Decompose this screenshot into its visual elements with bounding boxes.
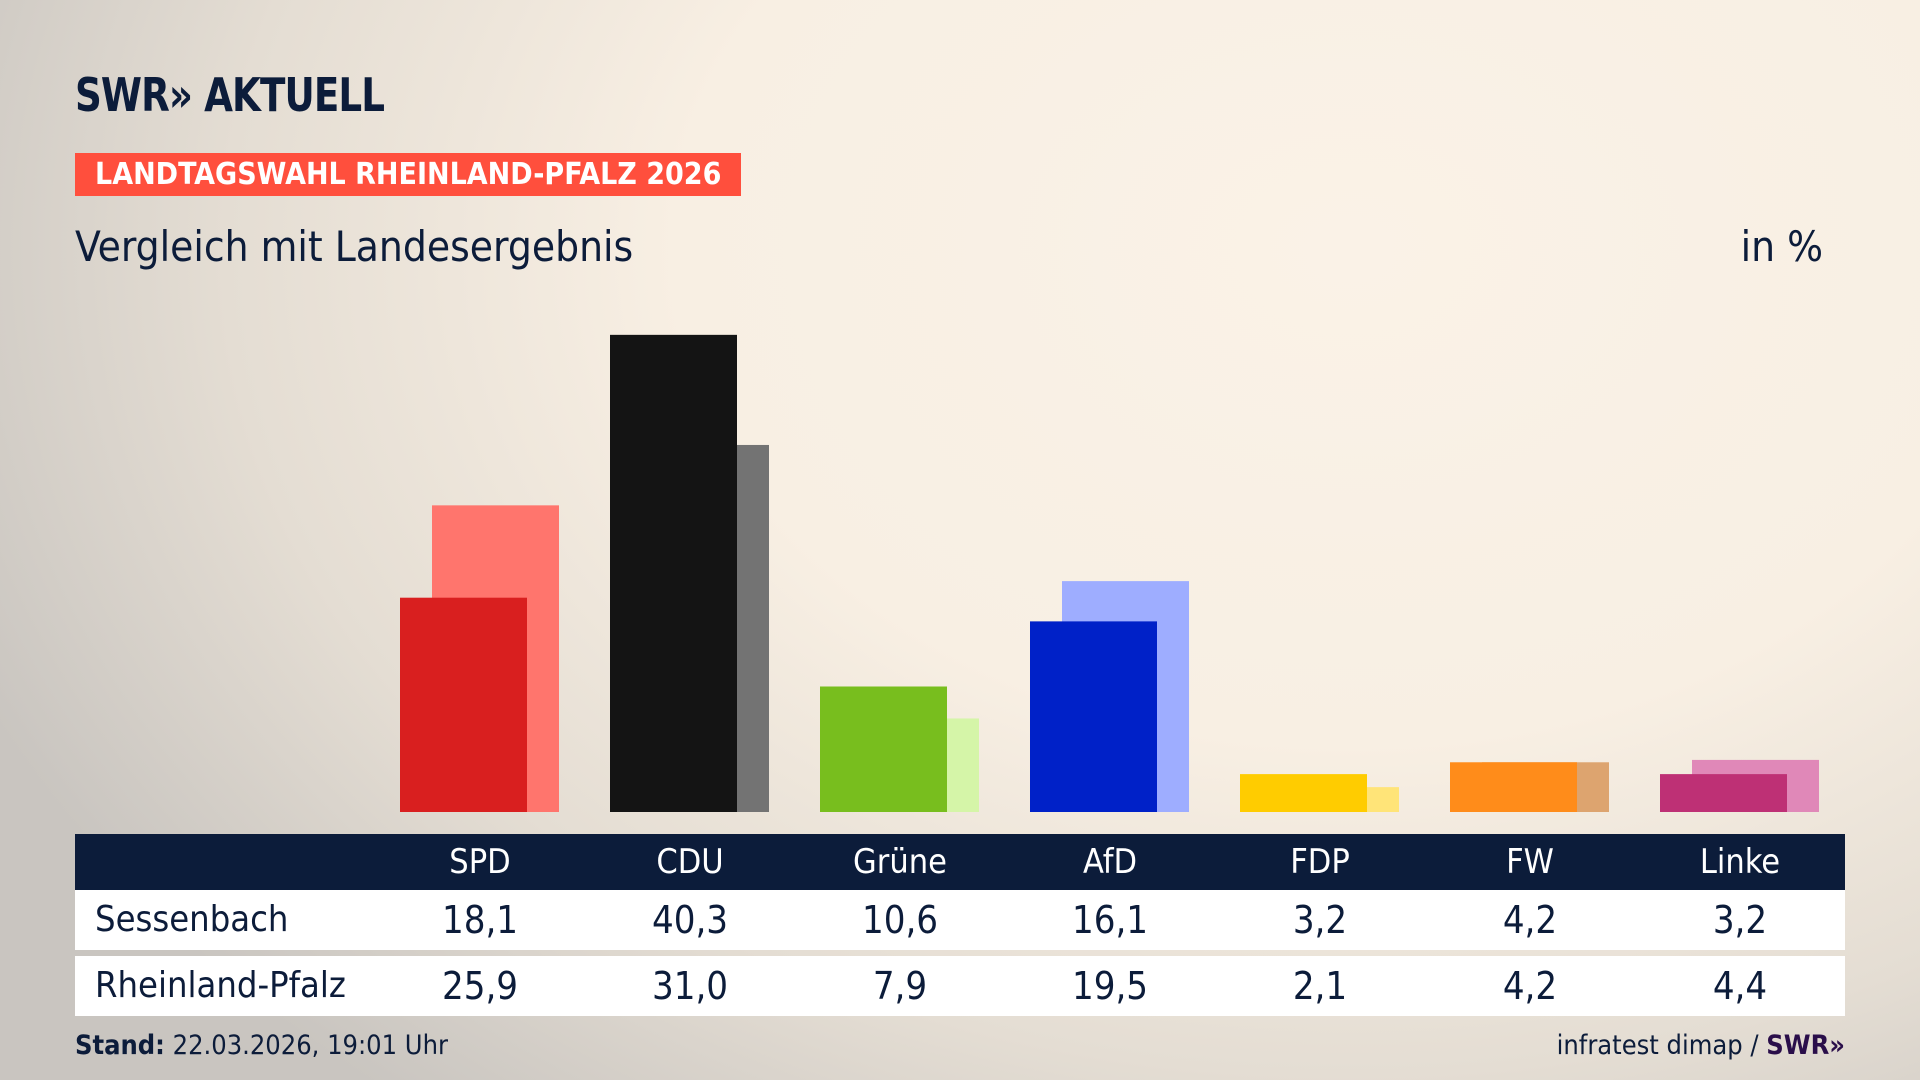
value-cell: 4,2 <box>1502 898 1558 942</box>
election-banner: LANDTAGSWAHL RHEINLAND-PFALZ 2026 <box>75 153 742 196</box>
value-cell: 16,1 <box>1071 898 1149 942</box>
stand-label: Stand: <box>75 1030 165 1061</box>
value-cell: 4,2 <box>1502 964 1558 1008</box>
column-header: AfD <box>1082 842 1138 882</box>
value-cell: 40,3 <box>651 898 729 942</box>
bar-spd-local <box>400 597 527 812</box>
bar-afd-local <box>1030 621 1157 812</box>
table-header: SPD CDU Grüne AfD FDP FW Linke <box>75 834 1845 890</box>
row-label: Sessenbach <box>95 899 289 940</box>
bar-cdu-local <box>610 334 737 812</box>
value-cell: 19,5 <box>1071 964 1149 1008</box>
chart-title: Vergleich mit Landesergebnis <box>75 222 634 271</box>
value-cell: 31,0 <box>651 964 729 1008</box>
bar-fdp-local <box>1240 774 1367 812</box>
column-header: FW <box>1506 842 1554 882</box>
row-label: Rheinland-Pfalz <box>95 965 346 1006</box>
bar-grüne-local <box>820 686 947 812</box>
value-cell: 4,4 <box>1712 964 1768 1008</box>
value-cell: 10,6 <box>861 898 939 942</box>
results-table: SPD CDU Grüne AfD FDP FW Linke Sessenbach 18,1… <box>75 834 1845 1016</box>
column-header: CDU <box>656 842 724 882</box>
timestamp: Stand: 22.03.2026, 19:01 Uhr <box>75 1030 448 1061</box>
source-text: infratest dimap / <box>1556 1030 1767 1061</box>
column-header: FDP <box>1290 842 1350 882</box>
bar-fw-local <box>1450 762 1577 812</box>
value-cell: 2,1 <box>1292 964 1348 1008</box>
column-header: SPD <box>449 842 511 882</box>
swr-logo: SWR» <box>1766 1030 1845 1061</box>
value-cell: 18,1 <box>441 898 519 942</box>
table-row: Sessenbach 18,1 40,3 10,6 16,1 3,2 4,2 3,2 <box>75 890 1845 950</box>
stand-value: 22.03.2026, 19:01 Uhr <box>172 1030 448 1061</box>
value-cell: 3,2 <box>1712 898 1768 942</box>
bar-linke-local <box>1660 774 1787 812</box>
table-row: Rheinland-Pfalz 25,9 31,0 7,9 19,5 2,1 4,2 4,4 <box>75 956 1845 1016</box>
unit-label: in % <box>1740 222 1823 271</box>
column-header: Linke <box>1699 842 1781 882</box>
column-header: Grüne <box>853 842 947 882</box>
swr-aktuell-logo: SWR» AKTUELL <box>75 68 385 122</box>
source: infratest dimap / SWR» <box>1557 1030 1845 1061</box>
value-cell: 7,9 <box>872 964 928 1008</box>
value-cell: 3,2 <box>1292 898 1348 942</box>
value-cell: 25,9 <box>441 964 519 1008</box>
